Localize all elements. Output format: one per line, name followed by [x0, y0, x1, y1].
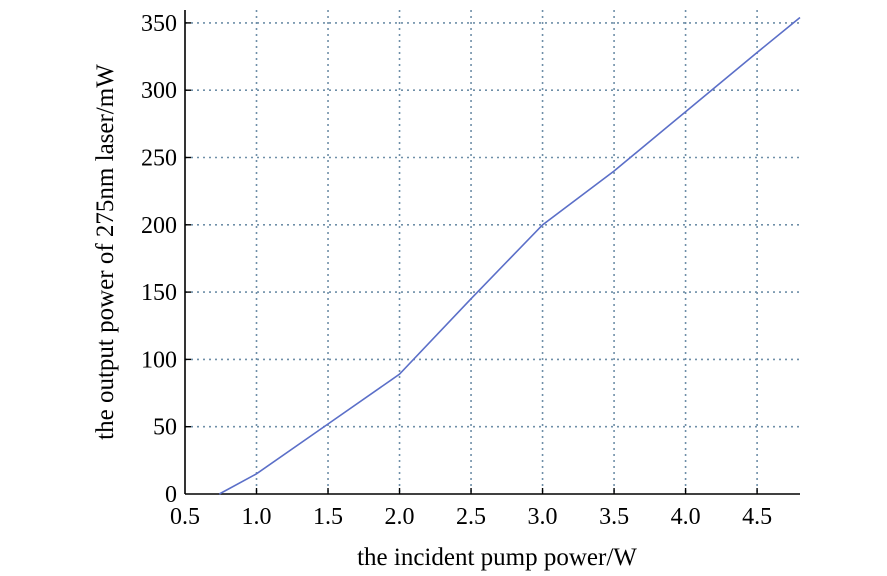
ticks: 0.5 1.0 1.5 2.0 2.5 3.0 3.5 4.0 4.5 0 50 100 150 200 2…: [141, 11, 772, 530]
x-tick-label: 0.5: [170, 504, 200, 530]
x-axis-title: the incident pump power/W: [357, 544, 637, 571]
x-tick-label: 2.5: [456, 504, 486, 530]
x-tick-label: 3.5: [599, 504, 629, 530]
y-tick-label: 250: [141, 146, 177, 172]
y-tick-label: 200: [141, 213, 177, 239]
y-tick-label: 0: [165, 482, 177, 508]
x-tick-label: 1.5: [313, 504, 343, 530]
x-tick-label: 1.0: [242, 504, 272, 530]
y-tick-label: 100: [141, 347, 177, 373]
y-axis-title: the output power of 275nm laser/mW: [92, 64, 119, 440]
x-tick-label: 2.0: [385, 504, 415, 530]
y-tick-label: 150: [141, 280, 177, 306]
series-group: [218, 16, 801, 495]
x-tick-label: 4.0: [671, 504, 701, 530]
axes: [184, 10, 800, 495]
x-tick-label: 3.0: [528, 504, 558, 530]
y-tick-label: 350: [141, 11, 177, 37]
series-line: [218, 16, 801, 495]
grid: [185, 10, 800, 494]
y-tick-label: 50: [153, 415, 177, 441]
y-tick-label: 300: [141, 78, 177, 104]
x-tick-label: 4.5: [742, 504, 772, 530]
